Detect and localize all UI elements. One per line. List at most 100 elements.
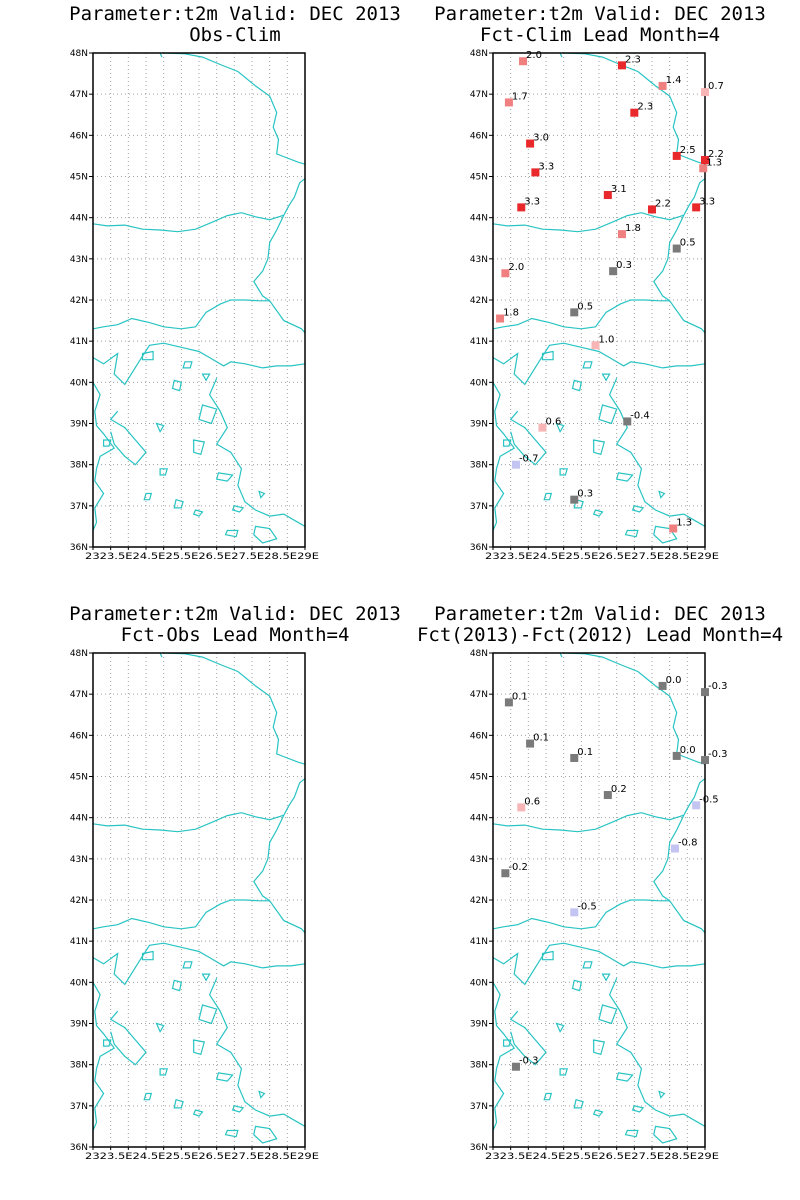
panel-4-title: Parameter:t2m Valid: DEC 2013 Fct(2013)-…	[405, 604, 795, 646]
station-marker	[501, 869, 510, 878]
station-value-label: -0.3	[708, 681, 728, 692]
island-outline	[215, 472, 234, 482]
station-marker	[531, 168, 540, 177]
island-outline	[631, 505, 645, 513]
station-value-label: 0.1	[533, 733, 549, 744]
station-marker	[591, 341, 600, 350]
coastline	[509, 1010, 547, 1066]
panel-3-title-line2: Fct-Obs Lead Month=4	[120, 624, 350, 646]
coastline	[208, 377, 306, 527]
island-outline	[231, 1105, 245, 1113]
lat-tick-label: 44N	[470, 214, 488, 224]
station-marker	[701, 88, 709, 97]
lat-tick-label: 47N	[70, 690, 88, 700]
station-value-label: 1.8	[503, 308, 519, 319]
coastline	[492, 212, 684, 233]
coastline	[163, 652, 306, 765]
island-outline	[141, 350, 154, 361]
coastline	[492, 382, 516, 531]
lon-tick-labels: 2323.5E24.5E25.5E26.5E27.5E28.5E29E	[485, 1152, 719, 1162]
island-outline	[658, 1090, 666, 1099]
map-panel-obs-clim: 36N 37N 38N 39N 40N 41N 42N 43N 44N 45N 46N 47N 48N 2…	[70, 49, 320, 562]
island-outline	[592, 509, 604, 517]
island-outline	[582, 961, 593, 969]
station-marker	[648, 205, 656, 214]
lat-tick-label: 42N	[70, 296, 88, 306]
station-marker	[672, 244, 681, 253]
station-value-label: 3.3	[538, 161, 554, 172]
lat-tick-label: 47N	[70, 90, 88, 100]
lat-tick-label: 44N	[470, 814, 488, 824]
lat-tick-label: 36N	[70, 1143, 88, 1153]
station-value-label: 1.0	[598, 334, 614, 345]
island-outline	[631, 1105, 645, 1113]
island-outline	[103, 1039, 112, 1047]
island-outline	[653, 1125, 678, 1144]
island-outline	[503, 1039, 512, 1047]
panel-2-title: Parameter:t2m Valid: DEC 2013 Fct-Clim L…	[405, 4, 795, 46]
lat-tick-label: 46N	[470, 131, 488, 141]
coastline	[608, 377, 706, 527]
station-marker	[669, 524, 678, 533]
station-value-label: 0.6	[524, 796, 540, 807]
station-marker	[501, 269, 510, 278]
island-outline	[573, 498, 584, 509]
lat-tick-label: 42N	[70, 896, 88, 906]
station-value-label: 0.3	[616, 260, 632, 271]
lat-tick-label: 47N	[470, 90, 488, 100]
station-value-label: 1.7	[512, 91, 528, 102]
coastline	[492, 982, 516, 1131]
island-outline	[543, 1092, 553, 1101]
coastline	[283, 778, 306, 816]
station-value-label: -0.5	[699, 794, 719, 805]
coastline	[92, 982, 116, 1131]
station-value-label: 2.0	[508, 262, 524, 273]
island-outline	[201, 373, 211, 382]
coastline	[208, 977, 306, 1127]
station-value-label: 2.3	[625, 54, 641, 65]
station-marker	[496, 314, 505, 323]
coastline	[163, 52, 306, 165]
map-panel-fct-clim: 36N 37N 38N 39N 40N 41N 42N 43N 44N 45N 46N 47N 48N 2…	[470, 49, 724, 562]
lat-tick-label: 44N	[70, 214, 88, 224]
station-value-label: 0.1	[577, 747, 593, 758]
station-marker	[570, 308, 579, 317]
lat-tick-label: 45N	[70, 173, 88, 183]
lat-tick-label: 48N	[470, 649, 488, 659]
coastline	[683, 778, 706, 816]
station-marker	[699, 164, 708, 173]
station-marker	[511, 1062, 520, 1071]
coastline	[269, 900, 306, 934]
lat-tick-label: 38N	[70, 1061, 88, 1071]
map-panel-fct-diff: 36N 37N 38N 39N 40N 41N 42N 43N 44N 45N 46N 47N 48N 2…	[470, 649, 728, 1162]
island-outline	[173, 1098, 184, 1109]
island-outline	[258, 490, 266, 499]
coastline	[563, 652, 706, 765]
island-outline	[155, 422, 165, 434]
lat-tick-label: 40N	[470, 978, 488, 988]
station-value-label: 0.1	[512, 691, 528, 702]
lat-tick-label: 48N	[70, 649, 88, 659]
station-value-label: 3.3	[524, 196, 540, 207]
coastline	[109, 1010, 147, 1066]
lat-tick-label: 45N	[470, 173, 488, 183]
station-marker	[603, 791, 612, 800]
island-outline	[143, 1092, 153, 1101]
station-marker	[504, 98, 513, 107]
station-value-label: 3.0	[533, 133, 549, 144]
coastline	[509, 410, 547, 466]
island-outline	[653, 525, 678, 544]
station-marker	[519, 57, 528, 66]
station-value-label: 1.4	[666, 75, 682, 86]
island-outline	[171, 379, 182, 392]
station-value-label: 1.3	[706, 157, 722, 168]
panel-4-title-line2: Fct(2013)-Fct(2012) Lead Month=4	[416, 624, 784, 646]
island-outline	[598, 1004, 618, 1025]
island-outline	[593, 1039, 606, 1056]
station-marker	[701, 688, 709, 697]
island-outline	[141, 950, 154, 961]
station-value-label: -0.3	[708, 749, 728, 760]
station-marker	[701, 756, 709, 765]
lat-tick-label: 38N	[70, 461, 88, 471]
